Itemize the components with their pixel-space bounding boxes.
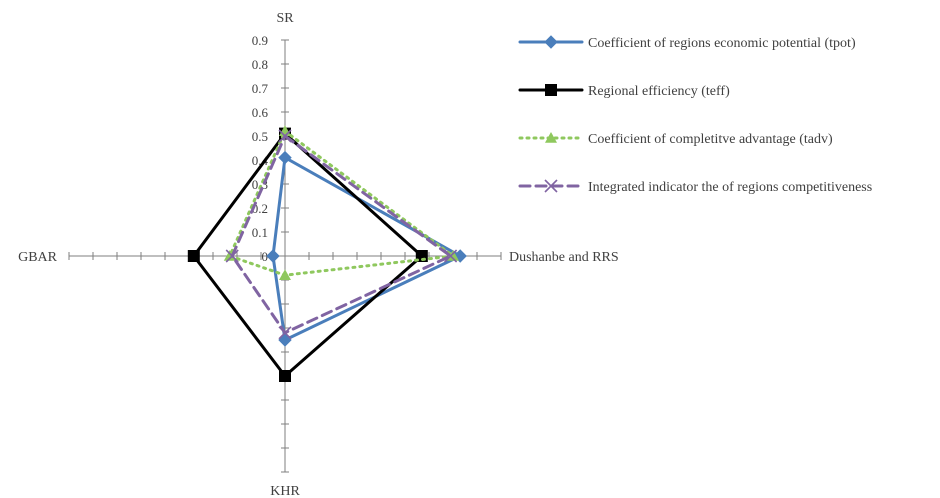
- legend-item-2: Coefficient of completitve advantage (ta…: [518, 132, 833, 147]
- data-point: [447, 250, 459, 261]
- data-point: [278, 333, 292, 347]
- radial-tick-label: 0.5: [252, 129, 268, 144]
- data-point-stroke: [278, 326, 292, 340]
- data-point: [223, 250, 236, 261]
- data-point: [544, 179, 558, 193]
- data-point: [278, 150, 292, 165]
- axis-label-3: GBAR: [18, 250, 58, 265]
- data-point: [278, 129, 292, 143]
- data-point: [545, 132, 557, 143]
- series-0: [266, 150, 467, 347]
- axis-label-0: SR: [276, 11, 294, 26]
- series-3: [225, 129, 458, 340]
- data-point: [278, 326, 292, 340]
- data-point: [187, 250, 200, 262]
- legend-item-1: Regional efficiency (teff): [518, 84, 730, 99]
- radial-tick-label: 0.8: [252, 57, 268, 72]
- radial-tick-label: 0.7: [252, 81, 269, 96]
- axis-label-2: KHR: [270, 484, 300, 498]
- legend-item-0: Coefficient of regions economic potentia…: [518, 35, 856, 51]
- radial-tick-label: 0.4: [252, 153, 269, 168]
- data-point: [545, 84, 557, 96]
- data-point: [279, 269, 291, 280]
- data-point-stroke: [225, 249, 239, 263]
- radial-tick-label: 0.6: [252, 105, 269, 120]
- legend-label: Coefficient of regions economic potentia…: [588, 36, 856, 51]
- data-point-stroke: [544, 179, 558, 193]
- series-line: [271, 156, 462, 342]
- radial-tick-label: 0.9: [252, 33, 268, 48]
- data-point: [444, 249, 458, 263]
- radial-tick-label: 0: [262, 249, 269, 264]
- series-1: [187, 127, 428, 382]
- data-point: [266, 249, 280, 263]
- legend-label: Integrated indicator the of regions comp…: [588, 180, 872, 195]
- radial-tick-label: 0.1: [252, 225, 268, 240]
- data-point: [225, 249, 239, 263]
- legend-label: Regional efficiency (teff): [588, 84, 730, 99]
- data-point-stroke: [444, 249, 458, 263]
- axis-label-1: Dushanbe and RRS: [509, 250, 619, 265]
- legend-label: Coefficient of completitve advantage (ta…: [588, 132, 833, 147]
- data-point: [279, 370, 291, 382]
- legend-item-3: Integrated indicator the of regions comp…: [518, 179, 872, 195]
- data-point-stroke: [278, 129, 292, 143]
- data-point: [544, 35, 558, 49]
